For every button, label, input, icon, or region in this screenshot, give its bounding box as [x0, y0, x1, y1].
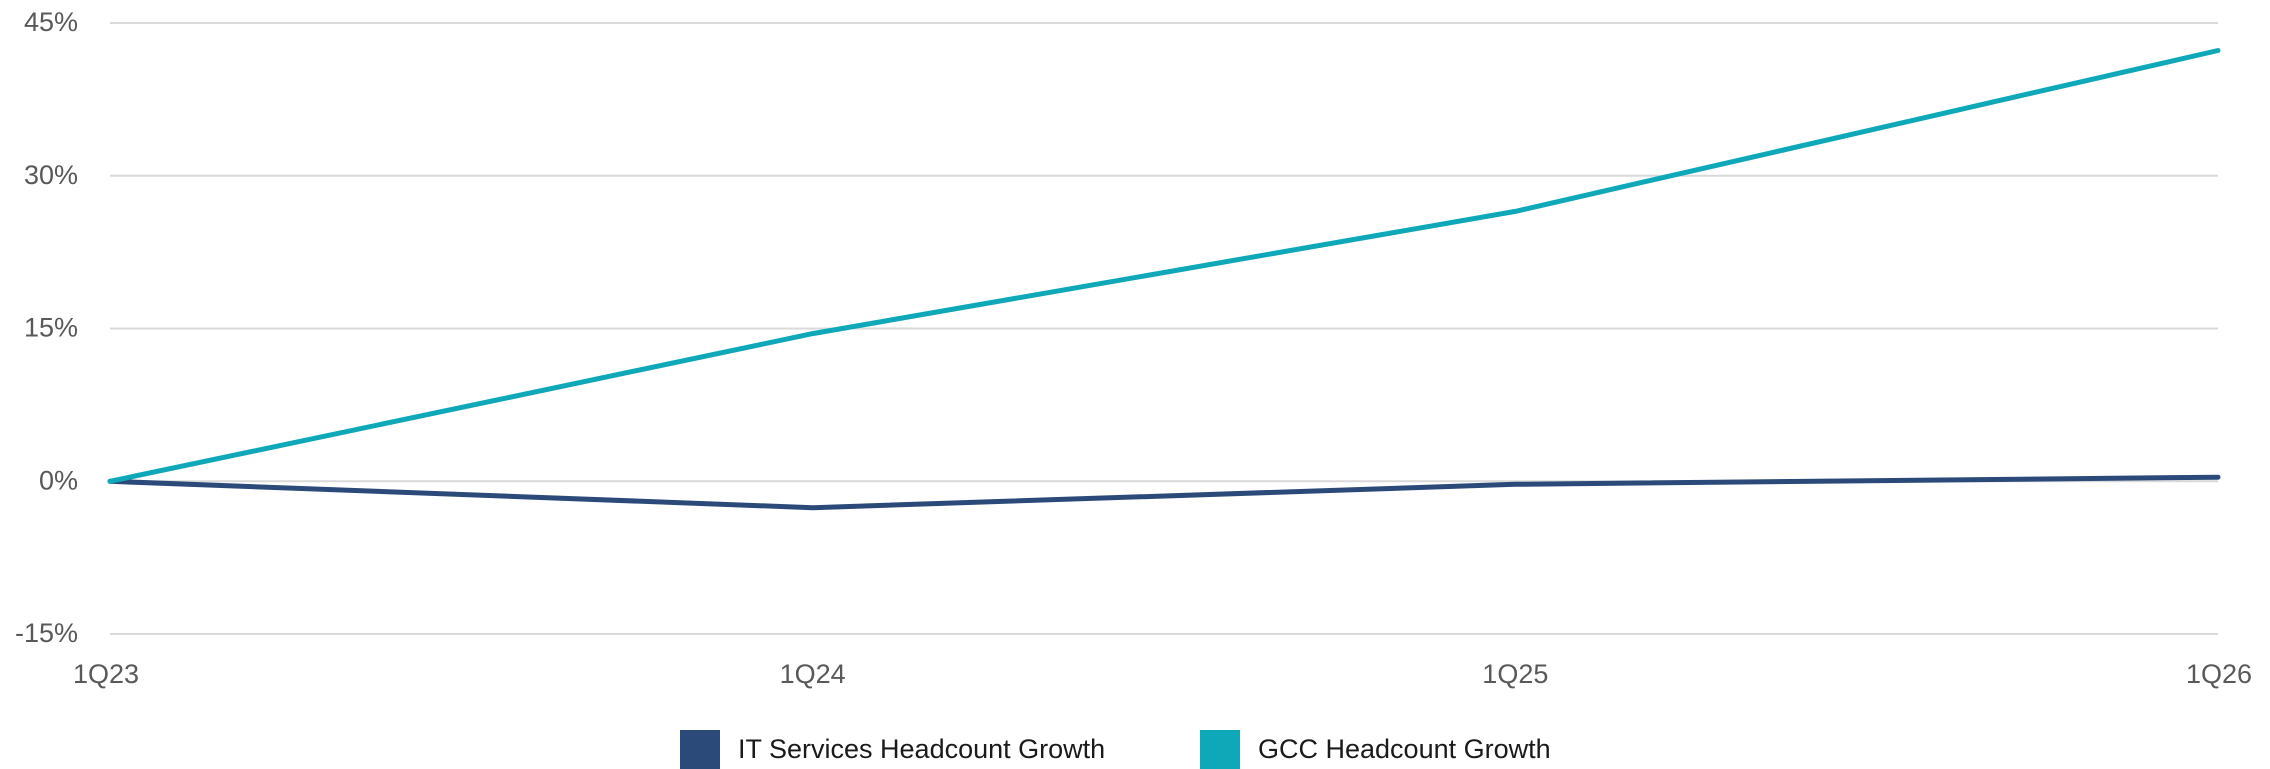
series-line-1 — [107, 474, 2221, 511]
x-tick-label: 1Q24 — [780, 659, 846, 689]
y-axis-tick-labels: -15% 0% 15% 30% 45% — [15, 7, 78, 648]
x-tick-label: 1Q26 — [2186, 659, 2252, 689]
legend-swatch — [1200, 730, 1240, 769]
y-tick-label: 0% — [39, 465, 78, 495]
legend-label: GCC Headcount Growth — [1258, 734, 1551, 764]
y-tick-label: 45% — [24, 7, 78, 37]
legend: IT Services Headcount Growth GCC Headcoun… — [680, 730, 1551, 769]
legend-swatch — [680, 730, 720, 769]
x-tick-label: 1Q23 — [73, 659, 139, 689]
x-tick-label: 1Q25 — [1482, 659, 1548, 689]
series-lines — [107, 48, 2221, 511]
y-tick-label: -15% — [15, 618, 78, 648]
y-tick-label: 30% — [24, 160, 78, 190]
series-line-2 — [107, 48, 2221, 484]
legend-label: IT Services Headcount Growth — [738, 734, 1105, 764]
x-axis-tick-labels: 1Q23 1Q24 1Q25 1Q26 — [73, 659, 2252, 689]
y-tick-label: 15% — [24, 313, 78, 343]
gridlines — [110, 22, 2218, 635]
